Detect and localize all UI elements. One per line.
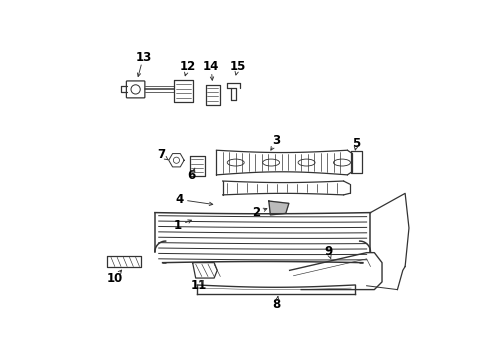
- Text: 12: 12: [180, 60, 196, 73]
- Text: 2: 2: [252, 206, 261, 219]
- Text: 10: 10: [107, 271, 123, 284]
- Text: 6: 6: [188, 169, 196, 182]
- Text: 8: 8: [272, 298, 281, 311]
- Text: 15: 15: [230, 60, 246, 73]
- Text: 9: 9: [324, 244, 332, 258]
- Text: 13: 13: [135, 50, 151, 64]
- Text: 5: 5: [352, 137, 361, 150]
- Text: 14: 14: [203, 60, 219, 73]
- Text: 1: 1: [174, 219, 182, 232]
- Text: 4: 4: [175, 193, 184, 206]
- Text: 3: 3: [272, 135, 281, 148]
- Text: 7: 7: [157, 148, 165, 161]
- Polygon shape: [269, 201, 289, 215]
- Text: 11: 11: [191, 279, 207, 292]
